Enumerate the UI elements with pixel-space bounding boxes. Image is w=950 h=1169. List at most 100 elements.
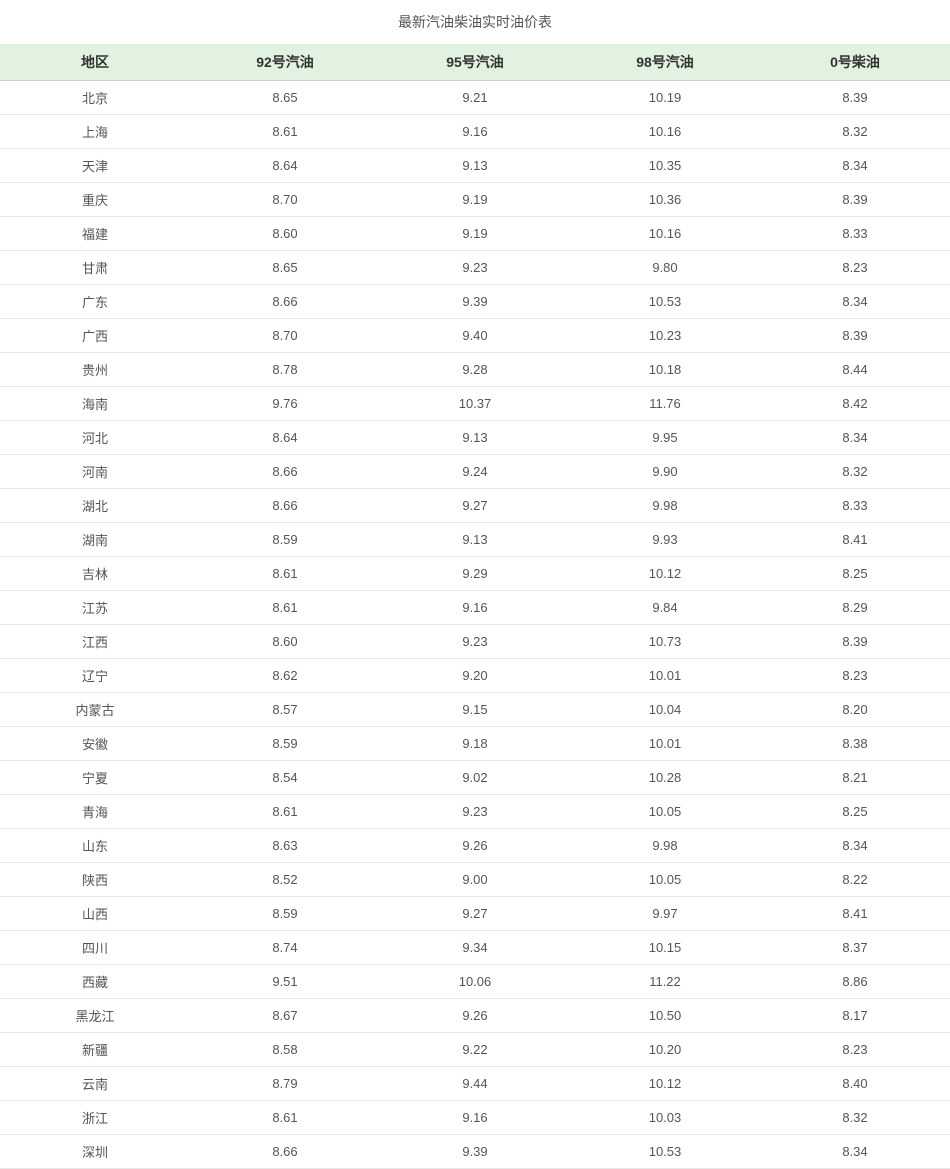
table-row: 山西8.599.279.978.41 <box>0 897 950 931</box>
table-row: 江苏8.619.169.848.29 <box>0 591 950 625</box>
cell-region: 江苏 <box>0 591 190 625</box>
page-title: 最新汽油柴油实时油价表 <box>0 0 950 44</box>
cell-price: 8.25 <box>760 795 950 829</box>
column-header-region: 地区 <box>0 44 190 81</box>
table-row: 浙江8.619.1610.038.32 <box>0 1101 950 1135</box>
cell-region: 辽宁 <box>0 659 190 693</box>
cell-price: 8.70 <box>190 183 380 217</box>
cell-price: 9.02 <box>380 761 570 795</box>
cell-price: 8.58 <box>190 1033 380 1067</box>
table-row: 河北8.649.139.958.34 <box>0 421 950 455</box>
table-row: 河南8.669.249.908.32 <box>0 455 950 489</box>
cell-price: 10.37 <box>380 387 570 421</box>
cell-price: 8.32 <box>760 1101 950 1135</box>
cell-price: 10.03 <box>570 1101 760 1135</box>
cell-region: 河北 <box>0 421 190 455</box>
cell-price: 9.29 <box>380 557 570 591</box>
table-row: 湖南8.599.139.938.41 <box>0 523 950 557</box>
cell-price: 8.38 <box>760 727 950 761</box>
cell-price: 10.50 <box>570 999 760 1033</box>
cell-price: 10.73 <box>570 625 760 659</box>
cell-price: 9.98 <box>570 829 760 863</box>
cell-price: 10.12 <box>570 1067 760 1101</box>
cell-price: 10.28 <box>570 761 760 795</box>
cell-price: 8.61 <box>190 557 380 591</box>
table-row: 重庆8.709.1910.368.39 <box>0 183 950 217</box>
table-row: 内蒙古8.579.1510.048.20 <box>0 693 950 727</box>
cell-region: 宁夏 <box>0 761 190 795</box>
cell-region: 新疆 <box>0 1033 190 1067</box>
cell-price: 10.53 <box>570 285 760 319</box>
table-row: 陕西8.529.0010.058.22 <box>0 863 950 897</box>
cell-region: 黑龙江 <box>0 999 190 1033</box>
table-row: 黑龙江8.679.2610.508.17 <box>0 999 950 1033</box>
cell-price: 8.66 <box>190 1135 380 1169</box>
table-row: 贵州8.789.2810.188.44 <box>0 353 950 387</box>
cell-price: 10.05 <box>570 795 760 829</box>
cell-price: 8.39 <box>760 81 950 115</box>
cell-price: 8.33 <box>760 489 950 523</box>
cell-price: 8.39 <box>760 183 950 217</box>
cell-price: 8.66 <box>190 489 380 523</box>
cell-price: 8.65 <box>190 81 380 115</box>
column-header-diesel: 0号柴油 <box>760 44 950 81</box>
cell-region: 江西 <box>0 625 190 659</box>
cell-price: 9.27 <box>380 897 570 931</box>
table-row: 安徽8.599.1810.018.38 <box>0 727 950 761</box>
cell-price: 9.16 <box>380 591 570 625</box>
cell-price: 8.22 <box>760 863 950 897</box>
cell-price: 9.13 <box>380 149 570 183</box>
cell-price: 8.62 <box>190 659 380 693</box>
cell-region: 贵州 <box>0 353 190 387</box>
table-row: 青海8.619.2310.058.25 <box>0 795 950 829</box>
cell-price: 8.23 <box>760 1033 950 1067</box>
cell-price: 8.42 <box>760 387 950 421</box>
cell-price: 9.19 <box>380 183 570 217</box>
cell-price: 10.53 <box>570 1135 760 1169</box>
cell-price: 8.63 <box>190 829 380 863</box>
cell-price: 8.60 <box>190 217 380 251</box>
cell-price: 8.66 <box>190 455 380 489</box>
cell-price: 9.90 <box>570 455 760 489</box>
cell-price: 8.61 <box>190 591 380 625</box>
cell-price: 11.22 <box>570 965 760 999</box>
cell-price: 9.16 <box>380 115 570 149</box>
table-row: 宁夏8.549.0210.288.21 <box>0 761 950 795</box>
cell-region: 西藏 <box>0 965 190 999</box>
cell-price: 9.95 <box>570 421 760 455</box>
cell-price: 9.28 <box>380 353 570 387</box>
cell-price: 9.40 <box>380 319 570 353</box>
cell-price: 8.61 <box>190 115 380 149</box>
cell-price: 9.19 <box>380 217 570 251</box>
fuel-price-table: 地区 92号汽油 95号汽油 98号汽油 0号柴油 北京8.659.2110.1… <box>0 44 950 1169</box>
cell-price: 10.12 <box>570 557 760 591</box>
cell-price: 10.35 <box>570 149 760 183</box>
table-row: 天津8.649.1310.358.34 <box>0 149 950 183</box>
cell-price: 8.67 <box>190 999 380 1033</box>
cell-price: 8.57 <box>190 693 380 727</box>
table-header-row: 地区 92号汽油 95号汽油 98号汽油 0号柴油 <box>0 44 950 81</box>
table-row: 西藏9.5110.0611.228.86 <box>0 965 950 999</box>
cell-price: 8.79 <box>190 1067 380 1101</box>
cell-price: 8.59 <box>190 727 380 761</box>
table-row: 辽宁8.629.2010.018.23 <box>0 659 950 693</box>
cell-price: 8.64 <box>190 149 380 183</box>
cell-price: 9.27 <box>380 489 570 523</box>
cell-price: 8.39 <box>760 319 950 353</box>
cell-price: 8.64 <box>190 421 380 455</box>
cell-region: 青海 <box>0 795 190 829</box>
cell-price: 10.18 <box>570 353 760 387</box>
cell-price: 9.97 <box>570 897 760 931</box>
cell-region: 浙江 <box>0 1101 190 1135</box>
cell-price: 8.59 <box>190 523 380 557</box>
cell-region: 福建 <box>0 217 190 251</box>
cell-region: 安徽 <box>0 727 190 761</box>
cell-region: 吉林 <box>0 557 190 591</box>
cell-price: 8.65 <box>190 251 380 285</box>
cell-price: 9.00 <box>380 863 570 897</box>
cell-price: 9.21 <box>380 81 570 115</box>
cell-price: 9.98 <box>570 489 760 523</box>
table-row: 广西8.709.4010.238.39 <box>0 319 950 353</box>
cell-region: 陕西 <box>0 863 190 897</box>
cell-price: 9.80 <box>570 251 760 285</box>
